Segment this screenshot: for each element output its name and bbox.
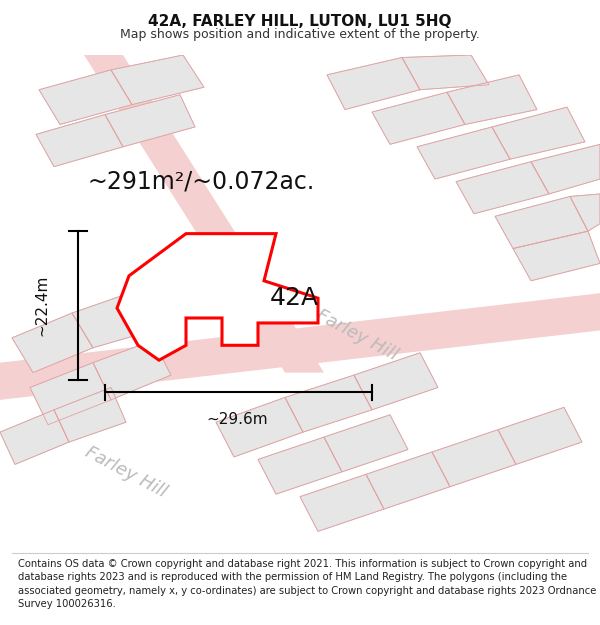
- Text: ~29.6m: ~29.6m: [206, 412, 268, 428]
- Polygon shape: [570, 194, 600, 231]
- Polygon shape: [30, 362, 111, 425]
- Polygon shape: [285, 375, 372, 432]
- Polygon shape: [498, 408, 582, 464]
- Polygon shape: [105, 95, 195, 147]
- Polygon shape: [366, 452, 450, 509]
- Text: Map shows position and indicative extent of the property.: Map shows position and indicative extent…: [120, 28, 480, 41]
- Polygon shape: [72, 293, 153, 348]
- Polygon shape: [117, 234, 318, 360]
- Polygon shape: [216, 398, 303, 457]
- Polygon shape: [111, 55, 204, 104]
- Polygon shape: [354, 352, 438, 410]
- Polygon shape: [84, 55, 324, 372]
- Text: Farley Hill: Farley Hill: [313, 306, 401, 364]
- Polygon shape: [495, 196, 588, 249]
- Polygon shape: [93, 341, 171, 400]
- Polygon shape: [492, 107, 585, 159]
- Text: ~291m²/~0.072ac.: ~291m²/~0.072ac.: [87, 169, 314, 193]
- Text: 42A, FARLEY HILL, LUTON, LU1 5HQ: 42A, FARLEY HILL, LUTON, LU1 5HQ: [148, 14, 452, 29]
- Polygon shape: [531, 144, 600, 194]
- Polygon shape: [324, 415, 408, 472]
- Polygon shape: [327, 58, 420, 109]
- Polygon shape: [0, 410, 69, 464]
- Polygon shape: [372, 92, 465, 144]
- Polygon shape: [447, 75, 537, 124]
- Polygon shape: [513, 231, 600, 281]
- Polygon shape: [432, 429, 516, 487]
- Polygon shape: [36, 114, 123, 167]
- Text: ~22.4m: ~22.4m: [35, 275, 50, 336]
- Text: Contains OS data © Crown copyright and database right 2021. This information is : Contains OS data © Crown copyright and d…: [18, 559, 596, 609]
- Polygon shape: [456, 162, 549, 214]
- Polygon shape: [54, 388, 126, 442]
- Text: 42A: 42A: [269, 286, 319, 310]
- Polygon shape: [417, 127, 510, 179]
- Polygon shape: [0, 293, 600, 400]
- Polygon shape: [300, 474, 384, 531]
- Polygon shape: [12, 313, 93, 372]
- Polygon shape: [402, 55, 489, 90]
- Polygon shape: [39, 70, 132, 124]
- Polygon shape: [258, 437, 342, 494]
- Text: Farley Hill: Farley Hill: [82, 443, 170, 501]
